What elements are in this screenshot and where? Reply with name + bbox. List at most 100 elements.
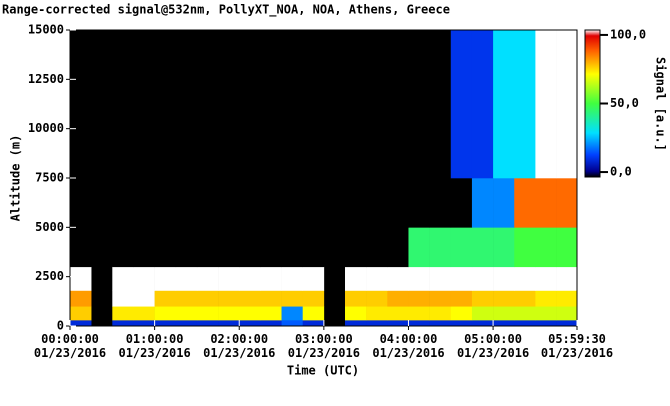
heatmap-cell: [154, 290, 177, 307]
heatmap-cell: [387, 227, 409, 268]
heatmap-cell: [281, 320, 303, 327]
heatmap-cell: [408, 320, 430, 327]
heatmap-cell: [450, 290, 473, 307]
heatmap-cell: [556, 266, 578, 291]
y-tick-label: 12500: [28, 72, 64, 86]
heatmap-cell: [302, 290, 325, 307]
heatmap-cell: [133, 227, 155, 268]
heatmap-cell: [218, 320, 240, 327]
heatmap-cell: [281, 290, 303, 307]
heatmap-cell: [345, 320, 367, 327]
heatmap-cell: [429, 320, 452, 327]
heatmap-cell: [133, 30, 155, 179]
heatmap-cell: [387, 30, 409, 179]
heatmap-cell: [196, 178, 219, 228]
heatmap-cell: [387, 290, 409, 307]
heatmap-cell: [556, 178, 578, 228]
heatmap-cell: [175, 306, 198, 321]
heatmap-cell: [471, 320, 494, 327]
heatmap-cell: [471, 306, 494, 321]
heatmap-cell: [514, 320, 536, 327]
heatmap-cell: [366, 320, 388, 327]
heatmap-cell: [302, 320, 325, 327]
heatmap-cell: [514, 306, 536, 321]
heatmap-cell: [154, 266, 177, 291]
heatmap-cell: [366, 227, 388, 268]
heatmap-cell: [302, 178, 325, 228]
x-tick-label: 05:00:00 01/23/2016: [456, 332, 530, 360]
heatmap-cell: [450, 306, 473, 321]
x-axis-label: Time (UTC): [287, 364, 359, 378]
heatmap-cell: [429, 178, 452, 228]
heatmap-cell: [70, 227, 92, 268]
heatmap-cell: [112, 30, 134, 179]
heatmap-cell: [535, 227, 557, 268]
heatmap-cell: [112, 306, 134, 321]
colorbar-label: Signal [a.u.]: [654, 57, 668, 151]
heatmap-cell: [471, 290, 494, 307]
heatmap-cell: [281, 227, 303, 268]
heatmap-cell: [408, 290, 430, 307]
heatmap-cell: [535, 266, 557, 291]
heatmap-cell: [493, 266, 515, 291]
heatmap-cell: [196, 290, 219, 307]
heatmap-cell: [239, 306, 261, 321]
heatmap-cell: [133, 178, 155, 228]
heatmap-cell: [218, 266, 240, 291]
heatmap-cell: [366, 266, 388, 291]
heatmap-cell: [70, 178, 92, 228]
colorbar-tick-label: 0,0: [610, 165, 632, 179]
y-tick-label: 5000: [35, 220, 64, 234]
heatmap-cell: [239, 290, 261, 307]
heatmap-cell: [556, 320, 578, 327]
heatmap-cell: [535, 306, 557, 321]
heatmap-cell: [133, 266, 155, 291]
heatmap-cell: [387, 178, 409, 228]
heatmap-cell: [239, 320, 261, 327]
heatmap-cell: [345, 290, 367, 307]
heatmap-cell: [302, 227, 325, 268]
heatmap-cell: [196, 320, 219, 327]
heatmap-cell: [408, 227, 430, 268]
heatmap-cell: [175, 227, 198, 268]
heatmap-cell: [429, 227, 452, 268]
heatmap-cell: [408, 266, 430, 291]
heatmap-cell: [260, 227, 282, 268]
colorbar-tick-label: 50,0: [610, 96, 639, 110]
heatmap-cell: [281, 266, 303, 291]
y-tick-label: 15000: [28, 23, 64, 37]
heatmap-cell: [556, 306, 578, 321]
heatmap-cell: [175, 178, 198, 228]
heatmap-cell: [302, 266, 325, 291]
heatmap-cell: [302, 306, 325, 321]
heatmap-cell: [556, 227, 578, 268]
heatmap-cell: [408, 178, 430, 228]
heatmap-cell: [112, 290, 134, 307]
heatmap-cell: [218, 30, 240, 179]
y-tick-label: 2500: [35, 269, 64, 283]
heatmap-cell: [366, 290, 388, 307]
heatmap-cell: [260, 306, 282, 321]
y-axis-label: Altitude (m): [9, 135, 23, 222]
heatmap-cell: [175, 290, 198, 307]
heatmap-cell: [260, 178, 282, 228]
heatmap-cell: [450, 227, 473, 268]
heatmap-cell: [535, 290, 557, 307]
heatmap-cell: [218, 227, 240, 268]
heatmap-cell: [218, 290, 240, 307]
heatmap-cell: [493, 320, 515, 327]
x-tick-label: 03:00:00 01/23/2016: [287, 332, 360, 360]
heatmap-cell: [514, 30, 536, 179]
heatmap-cell: [175, 30, 198, 179]
heatmap-cell: [366, 306, 388, 321]
heatmap-cell: [112, 320, 134, 327]
heatmap-cell: [429, 30, 452, 179]
heatmap-cell: [556, 30, 578, 179]
heatmap-cell: [239, 30, 261, 179]
x-tick-label: 04:00:00 01/23/2016: [372, 332, 445, 360]
heatmap-cell: [514, 266, 536, 291]
heatmap-cell: [175, 266, 198, 291]
heatmap-cell: [260, 290, 282, 307]
heatmap-cell: [366, 178, 388, 228]
heatmap-cell: [239, 178, 261, 228]
